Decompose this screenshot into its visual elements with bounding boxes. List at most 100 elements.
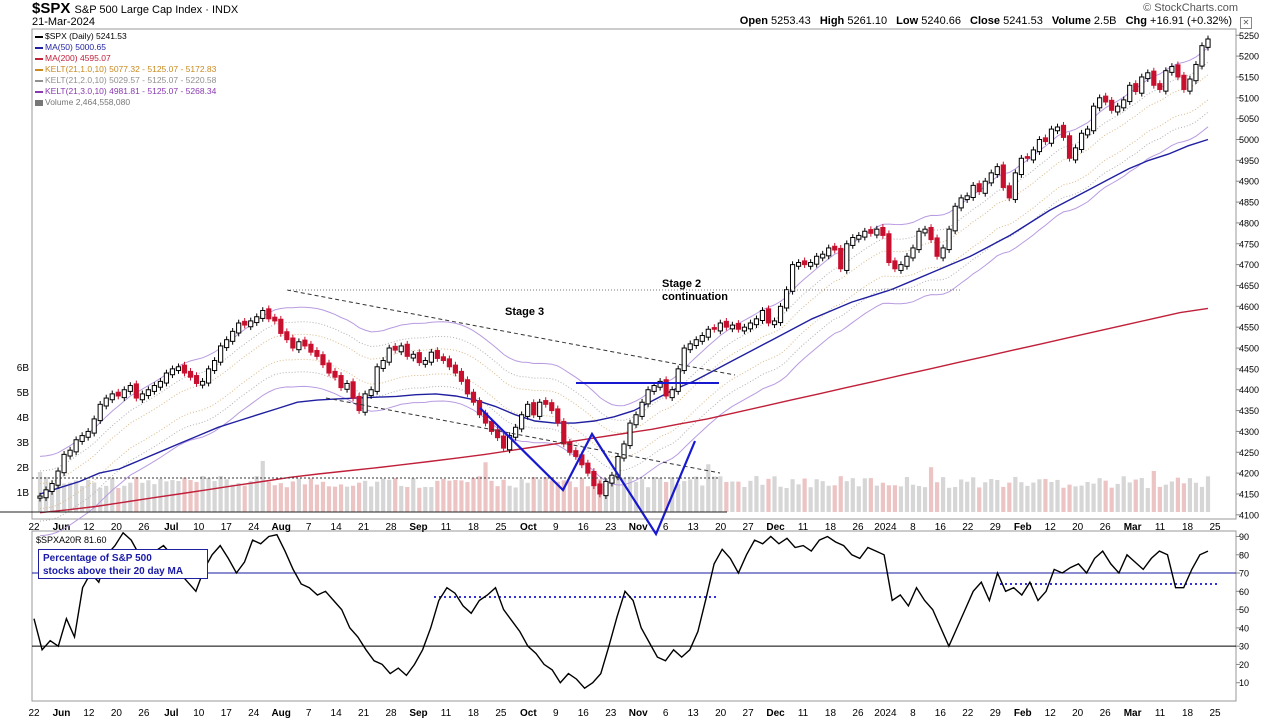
candle: [681, 347, 687, 372]
legend-label: KELT(21,3.0,10) 4981.81 - 5125.07 - 5268…: [45, 86, 217, 96]
x-tick-label: 26: [852, 708, 864, 719]
chg-label: Chg: [1125, 15, 1147, 27]
candle: [49, 483, 55, 492]
legend-label: $SPX (Daily) 5241.53: [45, 31, 127, 41]
x-tick-label: 2024: [874, 522, 897, 533]
volume-bar: [591, 481, 596, 512]
volume-bar: [284, 487, 289, 512]
y-tick-label: 5100: [1239, 93, 1259, 103]
annotation-stage2-line1: Stage 2: [662, 278, 702, 290]
candle: [61, 453, 67, 474]
candle: [73, 439, 79, 453]
lower-y-tick-label: 80: [1239, 550, 1249, 560]
candle: [326, 362, 332, 374]
volume-label: Volume: [1051, 15, 1091, 27]
x-tick-label: 24: [248, 708, 260, 719]
volume-bar: [838, 476, 843, 512]
candle: [585, 462, 591, 474]
y-tick-label: 4100: [1239, 510, 1259, 520]
candle: [862, 230, 868, 238]
lower-y-tick-label: 60: [1239, 587, 1249, 597]
volume-bar: [417, 487, 422, 512]
x-tick-label: 6: [663, 708, 669, 719]
legend-swatch: [35, 99, 43, 106]
candle: [260, 309, 266, 319]
candle: [248, 320, 254, 328]
x-tick-label: 20: [1072, 522, 1084, 533]
volume-bar: [688, 479, 693, 512]
candle: [802, 260, 808, 266]
volume-bar: [784, 487, 789, 512]
candle: [1133, 83, 1139, 93]
volume-bar: [754, 476, 759, 512]
x-tick-label: 20: [111, 708, 123, 719]
x-tick-label: 2024: [874, 708, 897, 719]
volume-bar: [399, 485, 404, 512]
legend-entry: KELT(21,2.0,10) 5029.57 - 5125.07 - 5220…: [35, 75, 216, 86]
candle: [603, 480, 609, 497]
candle: [133, 383, 139, 399]
candle: [922, 228, 928, 234]
volume-bar: [525, 482, 530, 512]
candle: [1151, 70, 1157, 86]
volume-bar: [134, 476, 139, 512]
candle: [1115, 105, 1121, 113]
volume-bar: [519, 479, 524, 512]
x-tick-label: 6: [663, 522, 669, 533]
volume-bar: [928, 467, 934, 512]
candle: [988, 172, 994, 184]
lower-panel-label: $SPXA20R 81.60: [36, 535, 107, 545]
candle: [898, 264, 904, 271]
candle: [404, 343, 410, 357]
volume-bar: [904, 476, 910, 512]
candle: [344, 382, 350, 390]
legend-entry: KELT(21,3.0,10) 4981.81 - 5125.07 - 5268…: [35, 86, 216, 97]
candle: [1187, 78, 1193, 92]
volume-bar: [1205, 476, 1211, 512]
x-tick-label: 7: [306, 522, 312, 533]
ma50-line: [39, 138, 1209, 495]
x-tick-label: 21: [358, 522, 370, 533]
volume-bar: [1187, 478, 1193, 512]
volume-bar: [910, 484, 916, 512]
y-tick-label: 4300: [1239, 427, 1259, 437]
candle: [115, 391, 121, 397]
candle: [410, 353, 416, 359]
candle: [362, 393, 368, 413]
volume-bar: [718, 476, 723, 512]
y-tick-label: 4950: [1239, 156, 1259, 166]
volume-bar: [886, 485, 892, 512]
candle: [1000, 164, 1006, 188]
close-icon[interactable]: ✕: [1240, 17, 1252, 29]
candle: [470, 391, 477, 403]
volume-bar: [1139, 478, 1144, 512]
candle: [1175, 64, 1181, 78]
candle: [507, 435, 513, 451]
y-tick-label: 5150: [1239, 72, 1259, 82]
y-tick-label: 4800: [1239, 218, 1259, 228]
y-tick-label: 4450: [1239, 364, 1259, 374]
volume-bar: [965, 481, 970, 512]
candle: [434, 350, 440, 359]
x-tick-label: 9: [553, 708, 559, 719]
candle: [1066, 135, 1073, 159]
candle: [314, 350, 320, 357]
volume-bar: [802, 478, 807, 512]
volume-bar: [489, 480, 494, 512]
candle: [525, 403, 531, 417]
close-label: Close: [970, 15, 1001, 27]
breadth-line: [33, 531, 1209, 690]
volume-bar: [808, 487, 813, 512]
volume-bar: [507, 485, 512, 512]
note-line1: Percentage of S&P 500: [43, 553, 152, 564]
x-tick-label: Feb: [1014, 522, 1032, 533]
volume-bar: [820, 481, 825, 512]
volume-bar: [110, 478, 115, 512]
volume-tick-label: 5B: [17, 388, 30, 399]
candle: [1030, 149, 1036, 161]
x-tick-label: Oct: [520, 708, 537, 719]
volume-bar: [748, 480, 753, 512]
y-tick-label: 4900: [1239, 177, 1259, 187]
candle: [952, 205, 958, 232]
candle: [735, 322, 741, 330]
